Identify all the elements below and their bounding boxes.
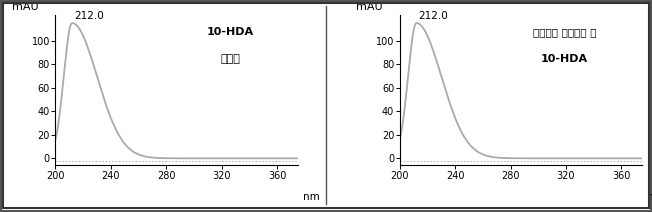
Text: 10-HDA: 10-HDA: [207, 27, 254, 37]
Text: 표준품: 표준품: [220, 54, 240, 64]
Text: 212.0: 212.0: [419, 11, 448, 21]
Text: 10-HDA: 10-HDA: [541, 54, 588, 64]
Text: mAU: mAU: [12, 2, 38, 12]
Text: 동결건조 로열젠리 내: 동결건조 로열젠리 내: [533, 27, 597, 37]
Text: nm: nm: [647, 192, 652, 202]
Text: 212.0: 212.0: [74, 11, 104, 21]
Text: mAU: mAU: [356, 2, 383, 12]
Text: nm: nm: [303, 192, 319, 202]
